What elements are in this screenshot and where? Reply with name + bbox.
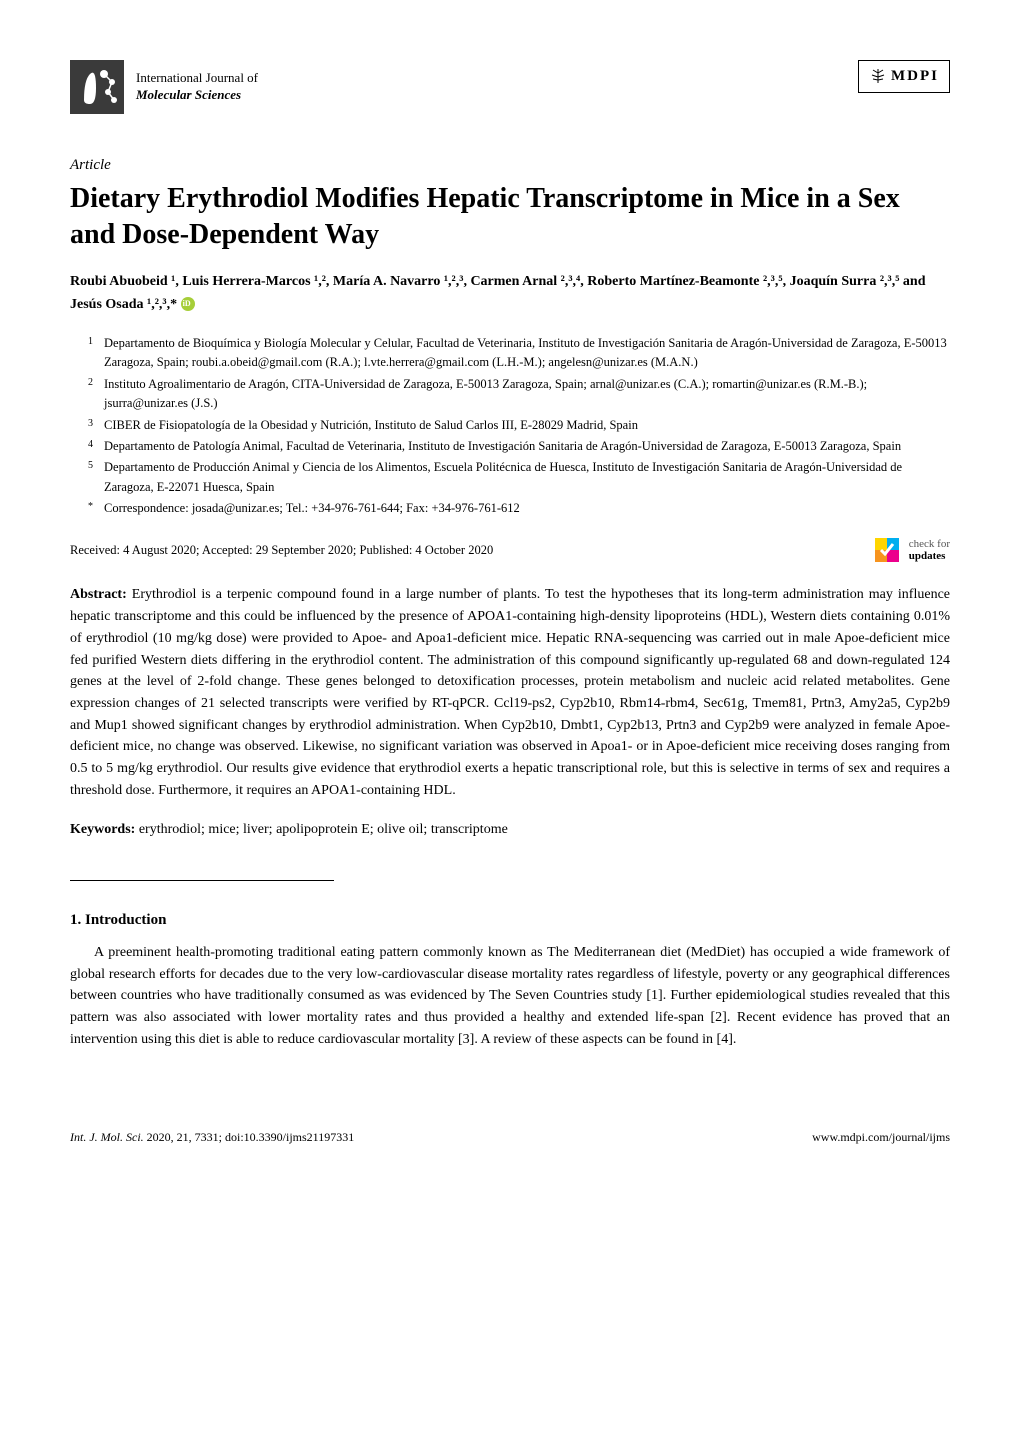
check-updates-text: check for updates: [909, 538, 950, 562]
abstract: Abstract: Erythrodiol is a terpenic comp…: [70, 584, 950, 801]
affiliations-list: 1Departamento de Bioquímica y Biología M…: [88, 334, 950, 518]
dates-row: Received: 4 August 2020; Accepted: 29 Se…: [70, 534, 950, 566]
keywords: Keywords: erythrodiol; mice; liver; apol…: [70, 819, 950, 840]
affiliation-item: 4Departamento de Patología Animal, Facul…: [88, 437, 950, 456]
affiliation-item: 5Departamento de Producción Animal y Cie…: [88, 458, 950, 497]
authors: Roubi Abuobeid ¹, Luis Herrera-Marcos ¹,…: [70, 271, 950, 316]
mdpi-logo: MDPI: [858, 60, 950, 93]
authors-text: Roubi Abuobeid ¹, Luis Herrera-Marcos ¹,…: [70, 274, 925, 311]
affiliation-item: 1Departamento de Bioquímica y Biología M…: [88, 334, 950, 373]
footer-left: Int. J. Mol. Sci. 2020, 21, 7331; doi:10…: [70, 1128, 354, 1146]
journal-name: International Journal of Molecular Scien…: [136, 70, 258, 104]
intro-paragraph: A preeminent health-promoting traditiona…: [70, 942, 950, 1050]
affiliation-item: *Correspondence: josada@unizar.es; Tel.:…: [88, 499, 950, 518]
check-updates-icon: [871, 534, 903, 566]
footer-left-rest: 2020, 21, 7331; doi:10.3390/ijms21197331: [144, 1130, 355, 1144]
footer-right: www.mdpi.com/journal/ijms: [812, 1128, 950, 1146]
affiliation-item: 2Instituto Agroalimentario de Aragón, CI…: [88, 375, 950, 414]
affiliation-item: 3CIBER de Fisiopatología de la Obesidad …: [88, 416, 950, 435]
check-updates-line2: updates: [909, 550, 950, 562]
journal-name-line2: Molecular Sciences: [136, 87, 258, 104]
abstract-text: Erythrodiol is a terpenic compound found…: [70, 587, 950, 797]
keywords-text: erythrodiol; mice; liver; apolipoprotein…: [139, 822, 508, 837]
section-heading: 1. Introduction: [70, 909, 950, 932]
check-updates-badge[interactable]: check for updates: [871, 534, 950, 566]
separator-rule: [70, 880, 334, 881]
footer-left-italic: Int. J. Mol. Sci.: [70, 1130, 144, 1144]
dates-text: Received: 4 August 2020; Accepted: 29 Se…: [70, 541, 493, 560]
keywords-label: Keywords:: [70, 822, 135, 837]
article-title: Dietary Erythrodiol Modifies Hepatic Tra…: [70, 181, 950, 254]
mdpi-tree-icon: [869, 67, 887, 85]
ijms-icon: [70, 60, 124, 114]
orcid-icon: [181, 297, 195, 311]
publisher-name: MDPI: [891, 65, 939, 88]
check-updates-line1: check for: [909, 538, 950, 550]
header-row: International Journal of Molecular Scien…: [70, 60, 950, 114]
article-type: Article: [70, 154, 950, 177]
abstract-label: Abstract:: [70, 587, 127, 602]
footer: Int. J. Mol. Sci. 2020, 21, 7331; doi:10…: [70, 1120, 950, 1146]
journal-name-line1: International Journal of: [136, 70, 258, 87]
journal-logo: International Journal of Molecular Scien…: [70, 60, 258, 114]
